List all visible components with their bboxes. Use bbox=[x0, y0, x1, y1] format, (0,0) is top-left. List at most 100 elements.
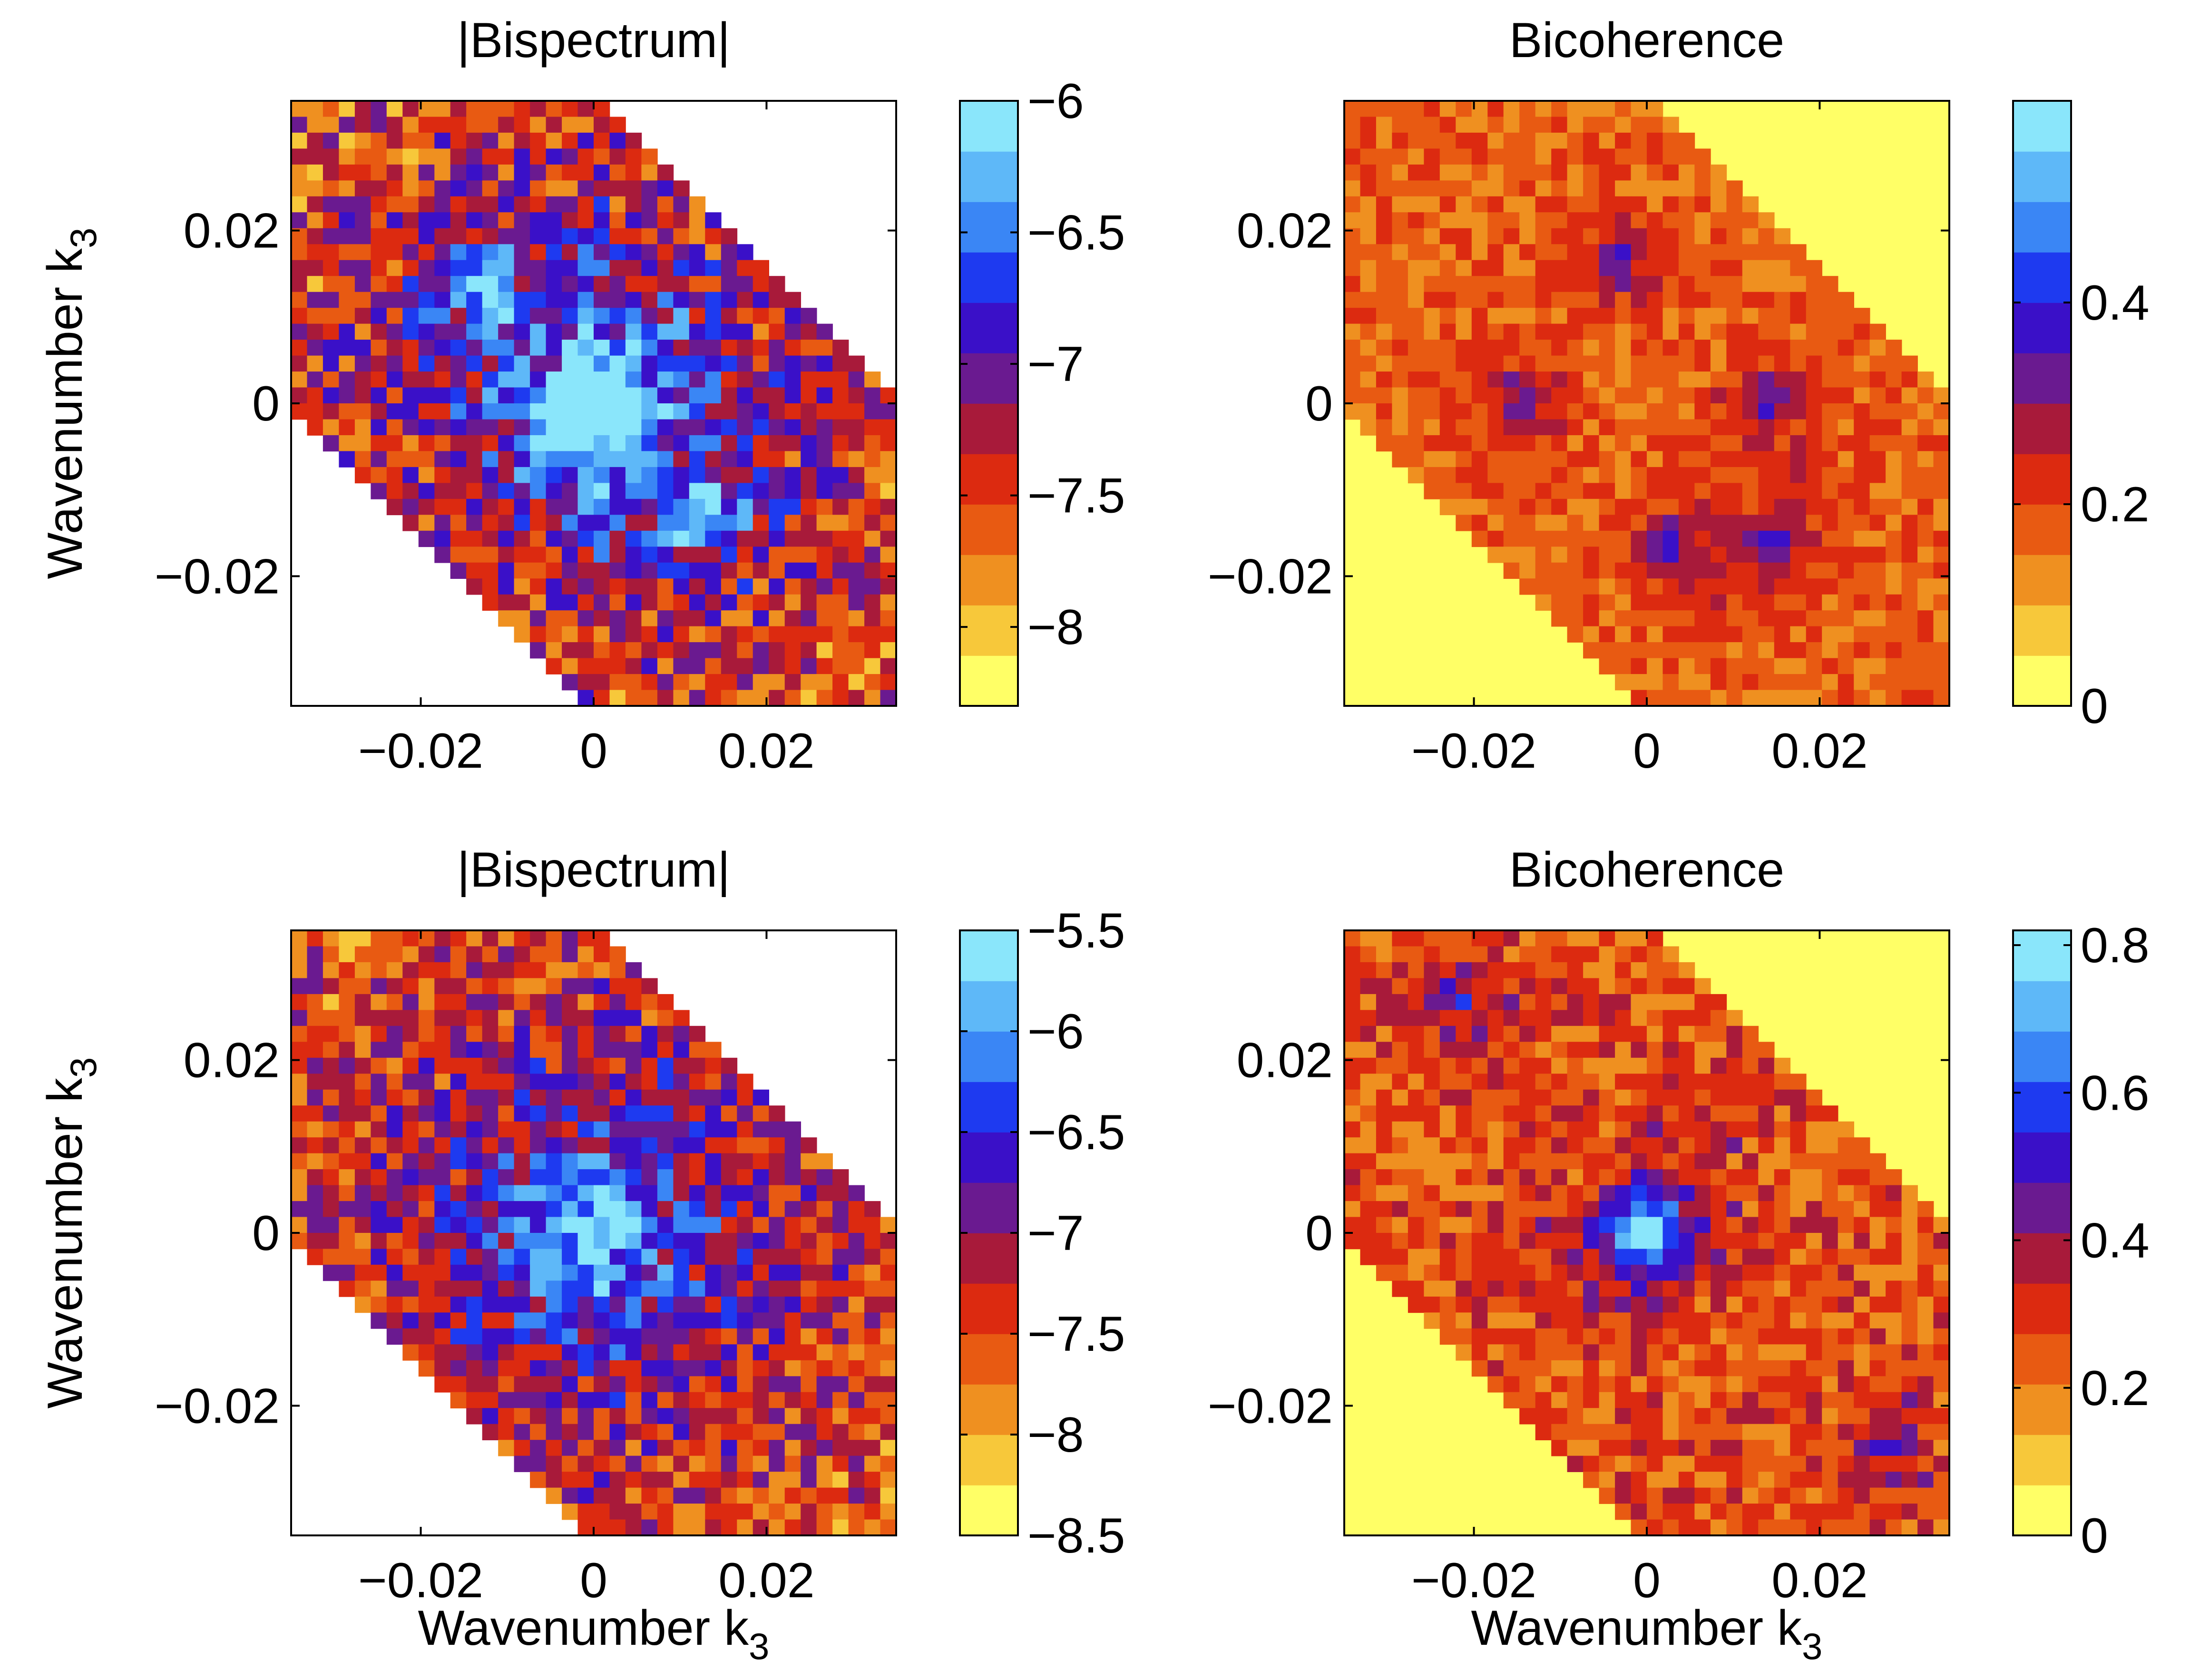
heatmap-cell bbox=[1806, 562, 1822, 579]
heatmap-cell bbox=[1662, 292, 1679, 308]
heatmap-cell bbox=[546, 244, 562, 261]
heatmap-cell bbox=[1838, 1153, 1854, 1170]
heatmap-cell bbox=[801, 387, 817, 404]
heatmap-cell bbox=[562, 1504, 578, 1520]
heatmap-cell bbox=[307, 1169, 323, 1186]
heatmap-cell bbox=[1678, 1424, 1695, 1440]
heatmap-cell bbox=[625, 1217, 642, 1233]
heatmap-cell bbox=[721, 1057, 738, 1074]
colorbar: −6−6.5−7−7.5−8 bbox=[959, 74, 1125, 707]
heatmap-cell bbox=[1583, 1424, 1600, 1440]
heatmap-cell bbox=[1376, 435, 1393, 452]
heatmap-cell bbox=[1806, 1249, 1822, 1265]
heatmap-cell bbox=[1599, 308, 1615, 324]
heatmap-cell bbox=[482, 1185, 499, 1201]
heatmap-cell bbox=[1710, 1185, 1727, 1201]
heatmap-cell bbox=[1869, 530, 1886, 547]
heatmap-cell bbox=[450, 132, 467, 149]
heatmap-cell bbox=[466, 1121, 483, 1138]
heatmap-cell bbox=[721, 610, 738, 627]
heatmap-cell bbox=[1869, 1233, 1886, 1250]
heatmap-cell bbox=[498, 196, 515, 213]
heatmap-cell bbox=[371, 1169, 387, 1186]
heatmap-cell bbox=[1694, 1376, 1711, 1393]
heatmap-cell bbox=[609, 658, 626, 674]
heatmap-cell bbox=[1694, 1057, 1711, 1074]
heatmap-cell bbox=[1439, 946, 1457, 963]
heatmap-cell bbox=[434, 962, 451, 979]
heatmap-cell bbox=[1392, 1153, 1408, 1170]
heatmap-cell bbox=[546, 515, 562, 531]
heatmap-cell bbox=[1742, 435, 1759, 452]
heatmap-cell bbox=[1424, 1074, 1440, 1090]
heatmap-cell bbox=[577, 626, 594, 643]
heatmap-cell bbox=[705, 228, 722, 245]
heatmap-cell bbox=[769, 1137, 785, 1154]
heatmap-cell bbox=[625, 1424, 642, 1440]
heatmap-cell bbox=[625, 276, 642, 293]
heatmap-cell bbox=[1854, 355, 1870, 372]
heatmap-cell bbox=[402, 930, 419, 947]
heatmap-cell bbox=[609, 1185, 626, 1201]
heatmap-cell bbox=[1567, 1121, 1584, 1138]
heatmap-cell bbox=[1631, 642, 1647, 659]
heatmap-cell bbox=[354, 292, 372, 308]
heatmap-cell bbox=[753, 1472, 769, 1488]
heatmap-cell bbox=[1774, 1137, 1791, 1154]
heatmap-cell bbox=[1456, 1201, 1472, 1218]
heatmap-cell bbox=[1806, 1296, 1822, 1313]
heatmap-cell bbox=[1615, 387, 1632, 404]
heatmap-cell bbox=[1774, 1440, 1791, 1456]
heatmap-cell bbox=[641, 403, 658, 420]
heatmap-cell bbox=[1838, 1344, 1854, 1361]
heatmap-cell bbox=[1662, 1264, 1679, 1281]
heatmap-cell bbox=[1838, 1360, 1854, 1377]
heatmap-cell bbox=[1583, 530, 1600, 547]
heatmap-cell bbox=[594, 610, 610, 627]
heatmap-cell bbox=[657, 1504, 674, 1520]
heatmap-cell bbox=[1583, 371, 1600, 388]
heatmap-cell bbox=[625, 371, 642, 388]
heatmap-cell bbox=[466, 1296, 483, 1313]
heatmap-cell bbox=[498, 562, 515, 579]
heatmap-cell bbox=[498, 1280, 515, 1297]
heatmap-cell bbox=[434, 355, 451, 372]
heatmap-cell bbox=[498, 228, 515, 245]
heatmap-cell bbox=[339, 164, 355, 181]
heatmap-cell bbox=[1694, 515, 1711, 531]
heatmap-cell bbox=[546, 578, 562, 595]
heatmap-cell bbox=[1790, 1424, 1807, 1440]
heatmap-cell bbox=[1631, 387, 1647, 404]
heatmap-cell bbox=[737, 467, 753, 484]
panel-top-left: −0.02 0 0.02−0.0200.02|Bispectrum|Wavenumb… bbox=[38, 13, 1125, 779]
heatmap-cell bbox=[1869, 1280, 1886, 1297]
colorbar-swatch bbox=[2013, 1233, 2071, 1284]
heatmap-cell bbox=[1583, 276, 1600, 293]
heatmap-cell bbox=[1471, 962, 1488, 979]
heatmap-cell bbox=[1662, 642, 1679, 659]
heatmap-cell bbox=[864, 1344, 881, 1361]
heatmap-cell bbox=[514, 148, 530, 165]
heatmap-cell bbox=[514, 196, 530, 213]
heatmap-cell bbox=[1535, 164, 1552, 181]
heatmap-cell bbox=[482, 1360, 499, 1377]
heatmap-cell bbox=[307, 946, 323, 963]
heatmap-cell bbox=[1742, 642, 1759, 659]
heatmap-cell bbox=[1519, 1296, 1536, 1313]
heatmap-cell bbox=[1392, 946, 1408, 963]
heatmap-cell bbox=[1344, 196, 1361, 213]
heatmap-cell bbox=[880, 483, 897, 499]
heatmap-cell bbox=[1519, 451, 1536, 468]
heatmap-cell bbox=[1519, 371, 1536, 388]
heatmap-cell bbox=[1694, 594, 1711, 611]
heatmap-cell bbox=[705, 1344, 722, 1361]
heatmap-cell bbox=[848, 355, 865, 372]
heatmap-cell bbox=[1424, 467, 1440, 484]
heatmap-cell bbox=[1439, 1105, 1457, 1122]
heatmap-cell bbox=[721, 1280, 738, 1297]
heatmap-cell bbox=[641, 1042, 658, 1058]
heatmap-cell bbox=[1615, 451, 1632, 468]
heatmap-cell bbox=[594, 419, 610, 436]
heatmap-cell bbox=[816, 419, 833, 436]
heatmap-cell bbox=[689, 578, 706, 595]
